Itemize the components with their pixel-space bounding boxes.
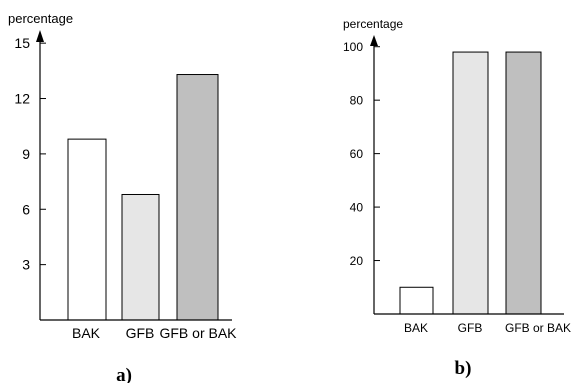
category-label: GFB: [126, 325, 155, 341]
axes: [373, 46, 564, 315]
y-tick-label: 80: [350, 93, 364, 107]
category-labels: BAK GFB GFB or BAK: [72, 325, 237, 341]
y-tick-label: 60: [350, 147, 364, 161]
bars: [67, 74, 219, 321]
y-axis-ticks: 3 6 9 12 15: [14, 35, 46, 273]
bar-2: [452, 51, 489, 315]
y-tick-label: 20: [350, 254, 364, 268]
panel-label: a): [116, 365, 132, 383]
bar-1: [67, 138, 107, 321]
y-axis-label: percentage: [343, 17, 403, 31]
y-tick-label: 40: [350, 200, 364, 214]
category-label: GFB or BAK: [505, 321, 571, 335]
y-axis-label: percentage: [8, 11, 73, 26]
y-tick-label: 3: [22, 257, 30, 273]
chart-panel-a: percentage 3 6 9 12 15 BAK GFB GFB or BAK a): [8, 11, 237, 383]
bar-2: [121, 193, 160, 321]
panel-label: b): [455, 358, 472, 379]
y-tick-label: 15: [14, 35, 30, 51]
y-tick-label: 9: [22, 146, 30, 162]
bars: [399, 51, 542, 315]
y-axis-arrowhead: [370, 35, 378, 46]
category-label: BAK: [72, 325, 101, 341]
bar-1: [399, 286, 434, 315]
y-axis-arrowhead: [36, 30, 44, 42]
bar-3: [176, 74, 219, 321]
category-label: BAK: [404, 321, 428, 335]
category-label: GFB: [458, 321, 483, 335]
y-tick-label: 12: [14, 91, 30, 107]
y-tick-label: 6: [22, 201, 30, 217]
category-label: GFB or BAK: [159, 325, 237, 341]
y-tick-label: 100: [343, 40, 363, 54]
bar-3: [505, 51, 542, 315]
category-labels: BAK GFB GFB or BAK: [404, 321, 571, 335]
y-axis-ticks: 20 40 60 80 100: [343, 40, 380, 268]
axes: [39, 40, 232, 321]
